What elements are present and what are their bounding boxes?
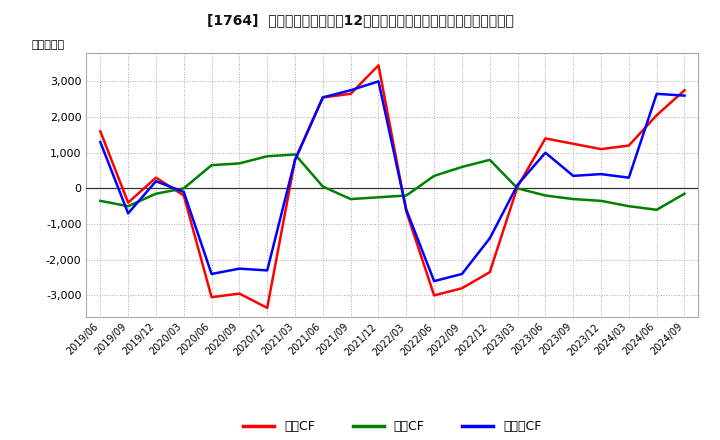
Text: （百万円）: （百万円）: [31, 40, 65, 50]
Legend: 営業CF, 投資CF, フリーCF: 営業CF, 投資CF, フリーCF: [238, 415, 546, 438]
Text: [1764]  キャッシュフローの12か月移動合計の対前年同期増減額の推移: [1764] キャッシュフローの12か月移動合計の対前年同期増減額の推移: [207, 13, 513, 27]
